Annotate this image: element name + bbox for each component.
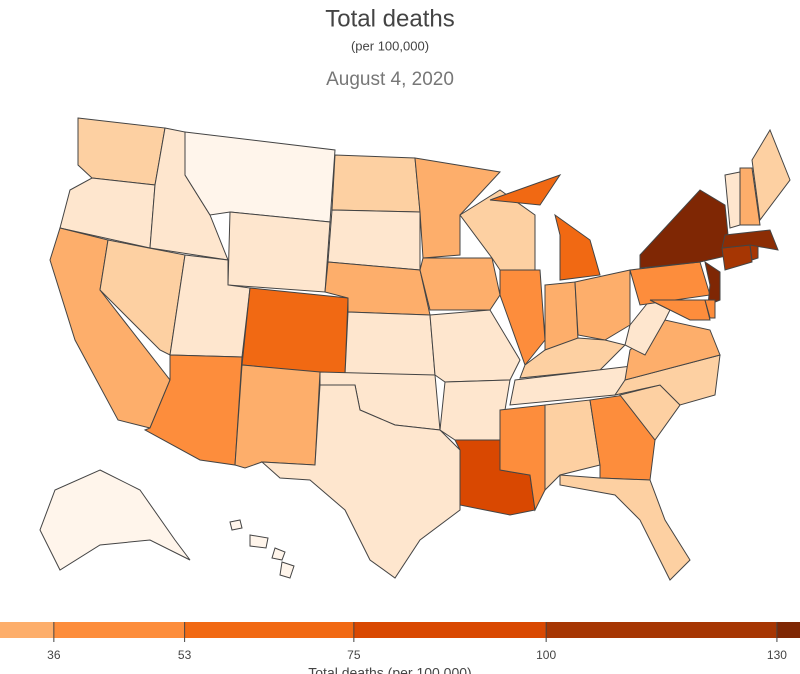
date-label: August 4, 2020 <box>326 69 454 90</box>
region <box>234 364 321 469</box>
region <box>721 244 753 271</box>
region <box>574 269 631 341</box>
region <box>77 117 166 186</box>
region <box>241 287 349 376</box>
region <box>559 474 691 581</box>
colorbar-segment <box>353 622 547 638</box>
colorbar-tick-label: 130 <box>767 648 787 662</box>
colorbar: 36 53 75 100 130 Total deaths (per 100,000) <box>0 622 800 674</box>
colorbar-tick-label: 100 <box>536 648 556 662</box>
chart-subtitle: (per 100,000) <box>351 38 429 53</box>
region <box>649 299 711 321</box>
region <box>429 309 521 383</box>
colorbar-segment <box>776 622 800 638</box>
region <box>419 257 501 311</box>
region <box>331 154 421 213</box>
region <box>344 311 436 376</box>
colorbar-segment <box>184 622 354 638</box>
region <box>629 261 711 306</box>
colorbar-segment <box>0 622 54 638</box>
region <box>724 171 741 229</box>
colorbar-tick-label: 53 <box>178 648 192 662</box>
region <box>704 260 721 306</box>
region <box>227 211 331 293</box>
colorbar-segment <box>546 622 777 638</box>
region <box>327 209 421 271</box>
region <box>519 337 626 379</box>
region <box>721 229 779 251</box>
chart-title: Total deaths <box>325 5 454 32</box>
colorbar-tick-label: 36 <box>47 648 61 662</box>
region <box>751 128 791 222</box>
colorbar-title: Total deaths (per 100,000) <box>308 665 471 674</box>
region <box>260 384 461 579</box>
region <box>749 244 759 261</box>
region <box>544 399 601 492</box>
region <box>639 189 731 269</box>
region <box>499 269 546 367</box>
colorbar-segment <box>53 622 185 638</box>
region <box>59 177 156 249</box>
region <box>39 469 191 571</box>
region <box>229 519 295 579</box>
region <box>739 167 761 226</box>
colorbar-tick-label: 75 <box>347 648 361 662</box>
region <box>99 239 186 356</box>
region <box>184 131 336 223</box>
region <box>489 174 601 281</box>
region <box>704 299 716 319</box>
region <box>414 157 502 259</box>
map <box>39 117 791 581</box>
